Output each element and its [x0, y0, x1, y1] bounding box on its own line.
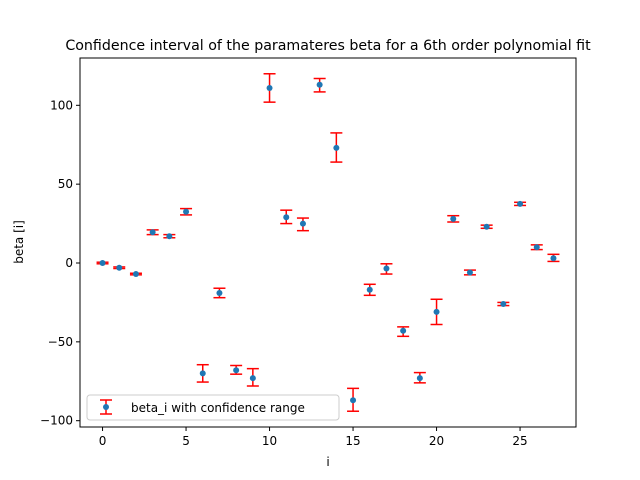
chart-title: Confidence interval of the paramateres b… [65, 38, 591, 54]
error-point-11 [280, 209, 293, 225]
legend-marker [100, 399, 112, 415]
data-point [483, 223, 490, 230]
y-tick-label: 50 [58, 177, 73, 191]
error-point-2 [129, 271, 142, 278]
data-point [350, 397, 357, 404]
data-point [517, 200, 524, 207]
error-point-4 [163, 233, 176, 240]
x-tick-label: 25 [512, 434, 527, 448]
error-point-25 [514, 200, 527, 207]
data-point [283, 214, 290, 221]
legend: beta_i with confidence range [86, 394, 340, 421]
error-point-10 [263, 73, 276, 103]
error-point-26 [530, 244, 543, 251]
error-point-9 [246, 367, 259, 387]
data-point [233, 367, 240, 374]
error-point-14 [330, 132, 343, 163]
legend-box [86, 394, 340, 421]
data-point [533, 244, 540, 251]
error-point-7 [213, 287, 226, 299]
y-tick-label: −100 [40, 414, 73, 428]
data-point [299, 220, 306, 227]
data-point [466, 269, 473, 276]
data-point [550, 255, 557, 262]
error-point-18 [397, 326, 410, 338]
data-point [149, 229, 156, 236]
y-tick-label: 0 [65, 256, 73, 270]
x-axis-ticks: 0 5 10 15 20 25 [99, 427, 528, 448]
error-point-27 [547, 253, 560, 263]
x-tick-label: 5 [182, 434, 190, 448]
error-point-6 [196, 363, 209, 383]
error-point-0 [96, 260, 109, 266]
data-point [199, 370, 206, 377]
error-point-19 [413, 371, 426, 384]
legend-label: beta_i with confidence range [131, 401, 305, 415]
data-point [266, 84, 273, 91]
error-point-1 [113, 264, 126, 271]
data-point [249, 375, 256, 382]
error-point-5 [180, 207, 193, 216]
error-point-23 [480, 223, 493, 230]
error-point-15 [347, 387, 360, 412]
data-point [383, 265, 390, 272]
x-tick-label: 20 [429, 434, 444, 448]
x-tick-label: 0 [99, 434, 107, 448]
data-point [116, 264, 123, 271]
data-point [316, 81, 323, 88]
data-point [416, 375, 423, 382]
data-point [433, 308, 440, 315]
data-point [183, 208, 190, 215]
x-axis-label: i [326, 455, 329, 469]
data-marks [96, 73, 560, 412]
error-point-16 [363, 283, 376, 297]
error-point-13 [313, 77, 326, 93]
error-point-22 [463, 269, 476, 276]
y-tick-label: 100 [50, 98, 73, 112]
data-point [500, 301, 507, 307]
x-tick-label: 10 [262, 434, 277, 448]
data-point [216, 289, 223, 296]
data-point [366, 286, 373, 293]
error-point-12 [296, 217, 309, 232]
error-point-17 [380, 263, 393, 275]
y-axis-label: beta [i] [12, 220, 26, 264]
data-point [132, 271, 139, 278]
data-point [450, 215, 457, 222]
data-point [166, 233, 173, 240]
error-point-21 [447, 214, 460, 223]
error-point-20 [430, 298, 443, 326]
y-tick-label: −50 [48, 335, 73, 349]
error-point-3 [146, 229, 159, 236]
data-point [99, 260, 106, 266]
error-point-8 [230, 364, 243, 375]
x-tick-label: 15 [345, 434, 360, 448]
error-point-24 [497, 301, 510, 307]
plot-frame [79, 57, 577, 428]
data-point [333, 144, 340, 151]
data-point [400, 327, 407, 334]
y-axis-ticks: −100 −50 0 50 100 [40, 98, 80, 428]
legend-point [103, 404, 109, 410]
plot-area [80, 58, 576, 427]
